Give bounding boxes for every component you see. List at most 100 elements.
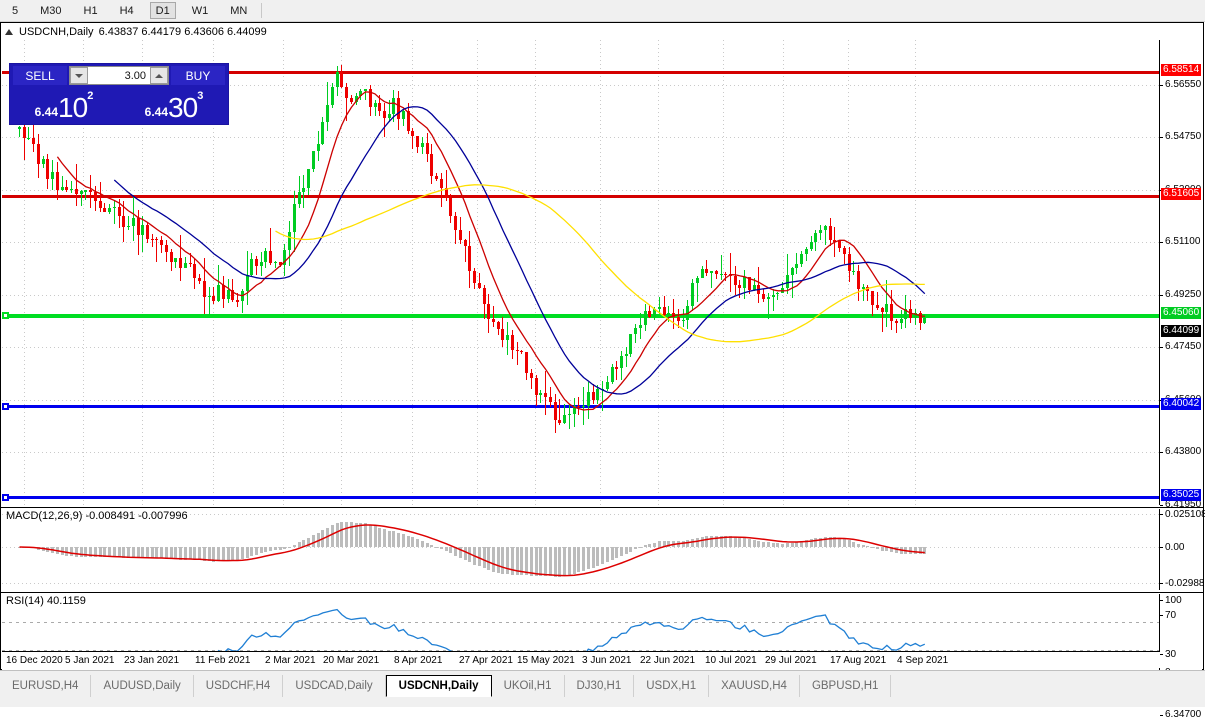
chart-tab-ukoil-h1[interactable]: UKOil,H1 — [492, 675, 565, 697]
macd-histogram-bar — [909, 547, 913, 554]
buy-button[interactable]: BUY — [171, 66, 225, 85]
candle-body — [510, 334, 514, 350]
price-tag-blue[interactable]: 6.35025 — [1161, 489, 1202, 501]
price-tag-green[interactable]: 6.45060 — [1161, 307, 1202, 319]
macd-histogram-bar — [487, 547, 491, 571]
macd-plot-area[interactable] — [2, 509, 1160, 590]
price-axis-tick — [1160, 452, 1163, 453]
candle-body — [861, 287, 865, 290]
candle-body — [160, 240, 164, 245]
candle-wick — [625, 347, 627, 368]
chart-menu-triangle-icon[interactable] — [5, 28, 13, 35]
level-line-resistance-lower[interactable] — [2, 195, 1160, 198]
macd-histogram-bar — [302, 539, 306, 547]
macd-histogram-bar — [828, 536, 832, 547]
level-line-support-lower[interactable] — [2, 496, 1160, 499]
chart-tab-xauusd-h4[interactable]: XAUUSD,H4 — [709, 675, 800, 697]
level-line-support-blue[interactable] — [2, 405, 1160, 408]
macd-histogram-bar — [809, 539, 813, 547]
price-axis[interactable]: 6.565506.547506.529006.511006.492506.474… — [1159, 40, 1202, 720]
timeframe-button-w1[interactable]: W1 — [191, 4, 209, 17]
chart-tab-usdcnh-daily[interactable]: USDCNH,Daily — [385, 675, 492, 697]
macd-histogram-bar — [240, 547, 244, 560]
volume-stepper[interactable]: 3.00 — [69, 66, 169, 85]
chart-tab-usdcad-daily[interactable]: USDCAD,Daily — [283, 675, 386, 697]
macd-histogram-bar — [871, 547, 875, 548]
candle-wick — [843, 245, 845, 265]
chart-ohlc-values: 6.43837 6.44179 6.43606 6.44099 — [98, 25, 267, 38]
price-tag-red[interactable]: 6.51605 — [1161, 188, 1202, 200]
macd-histogram-bar — [894, 547, 898, 554]
price-gridline — [2, 295, 1160, 296]
candle-wick — [867, 285, 869, 301]
timeframe-button-mn[interactable]: MN — [230, 4, 248, 17]
volume-decrement-button[interactable] — [70, 67, 88, 84]
macd-histogram-bar — [629, 547, 633, 552]
price-tag-black[interactable]: 6.44099 — [1161, 325, 1202, 337]
candle-body — [264, 250, 268, 262]
candle-wick — [730, 253, 731, 292]
candle-wick — [886, 280, 888, 328]
macd-histogram-bar — [875, 547, 879, 550]
macd-histogram-bar — [515, 547, 519, 575]
one-click-trading-panel[interactable]: SELL 3.00 BUY 6.44 10 2 6.44 30 — [9, 63, 229, 125]
timeframe-button-5[interactable]: 5 — [12, 4, 19, 17]
timeframe-button-h1[interactable]: H1 — [83, 4, 98, 17]
pane-separator-rsi — [1, 592, 1203, 593]
level-handle-support-blue[interactable] — [2, 403, 9, 410]
candle-body — [894, 321, 898, 324]
candle-body — [923, 318, 927, 323]
macd-histogram-bar — [401, 533, 405, 547]
chart-tab-dj30-h1[interactable]: DJ30,H1 — [565, 675, 635, 697]
candle-body — [435, 176, 439, 180]
macd-histogram-bar — [520, 547, 524, 575]
price-plot-area[interactable] — [2, 40, 1160, 505]
chart-tab-usdchf-h4[interactable]: USDCHF,H4 — [194, 675, 284, 697]
date-gridline — [341, 40, 342, 505]
candle-body — [847, 254, 851, 272]
sell-button[interactable]: SELL — [13, 66, 67, 85]
level-line-resistance-upper[interactable] — [2, 71, 1160, 74]
timeframe-button-h4[interactable]: H4 — [119, 4, 134, 17]
buy-price-display[interactable]: 6.44 30 3 — [122, 87, 226, 122]
candle-body — [406, 111, 410, 131]
macd-histogram-bar — [207, 547, 211, 562]
volume-input[interactable]: 3.00 — [124, 69, 146, 82]
candle-wick — [739, 280, 741, 298]
date-gridline — [477, 40, 478, 505]
toolbar-separator — [261, 3, 263, 18]
volume-increment-button[interactable] — [150, 67, 168, 84]
buy-price-fraction: 3 — [197, 90, 204, 102]
candle-body — [288, 232, 292, 250]
candle-body — [586, 392, 590, 406]
candle-body — [273, 261, 277, 264]
level-line-support-green[interactable] — [2, 314, 1160, 318]
candle-body — [819, 230, 823, 234]
price-tag-red[interactable]: 6.58514 — [1161, 64, 1202, 76]
candle-body — [918, 312, 922, 323]
candle-wick — [682, 309, 684, 327]
chart-window[interactable]: USDCNH,Daily 6.43837 6.44179 6.43606 6.4… — [0, 22, 1205, 720]
macd-histogram-bar — [714, 535, 718, 547]
chart-tab-audusd-daily[interactable]: AUDUSD,Daily — [91, 675, 194, 697]
price-tag-blue[interactable]: 6.40042 — [1161, 398, 1202, 410]
candle-body — [18, 126, 21, 129]
timeframe-button-m30[interactable]: M30 — [40, 4, 62, 17]
level-handle-support-lower[interactable] — [2, 494, 9, 501]
chart-tab-usdx-h1[interactable]: USDX,H1 — [634, 675, 710, 697]
macd-histogram-bar — [169, 547, 173, 560]
macd-histogram-bar — [842, 538, 846, 547]
chart-tab-eurusd-h4[interactable]: EURUSD,H4 — [0, 675, 92, 697]
candle-body — [401, 111, 405, 120]
level-handle-support-green[interactable] — [2, 312, 9, 319]
date-axis[interactable]: 16 Dec 2020 5 Jan 2021 23 Jan 2021 11 Feb 2… — [2, 651, 1160, 668]
price-axis-tick — [1160, 85, 1163, 86]
candle-body — [856, 270, 860, 290]
candle-wick — [156, 237, 158, 263]
macd-histogram-bar — [378, 527, 382, 547]
candle-body — [733, 275, 737, 286]
candle-wick — [767, 293, 769, 319]
timeframe-button-d1[interactable]: D1 — [149, 2, 176, 19]
chart-tab-gbpusd-h1[interactable]: GBPUSD,H1 — [800, 675, 892, 697]
sell-price-display[interactable]: 6.44 10 2 — [12, 87, 116, 122]
